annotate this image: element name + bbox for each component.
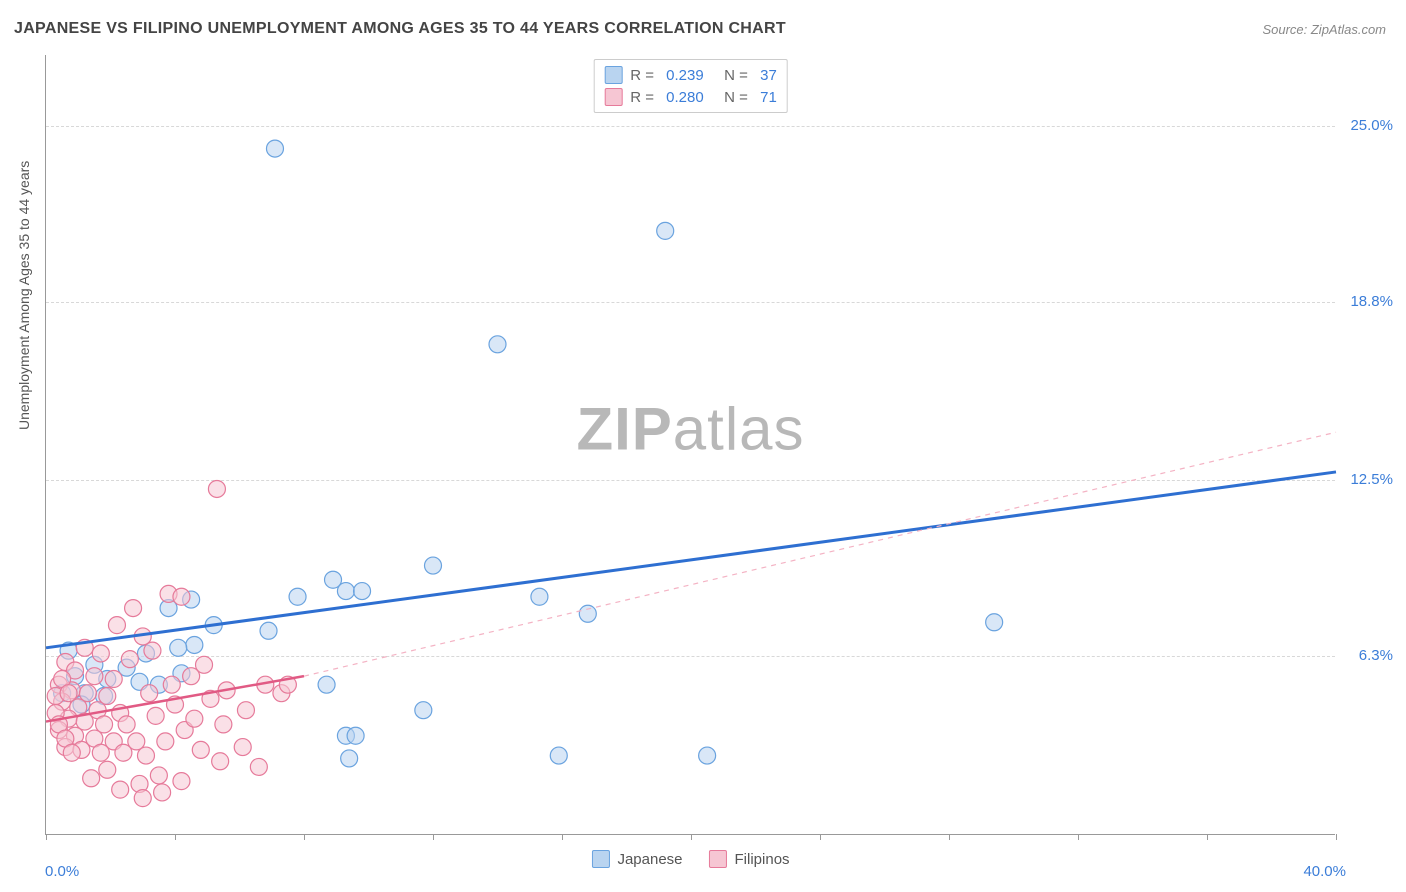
legend-row: R = 0.239 N = 37 (604, 64, 777, 86)
scatter-point-filipinos (92, 645, 109, 662)
scatter-point-filipinos (208, 480, 225, 497)
scatter-point-filipinos (192, 741, 209, 758)
scatter-point-filipinos (115, 744, 132, 761)
plot-area: ZIPatlas R = 0.239 N = 37R = 0.280 N = 7… (45, 55, 1335, 835)
scatter-point-japanese (289, 588, 306, 605)
x-tick (1336, 834, 1337, 840)
scatter-point-filipinos (163, 676, 180, 693)
legend-row: R = 0.280 N = 71 (604, 86, 777, 108)
scatter-point-filipinos (121, 651, 138, 668)
scatter-point-japanese (579, 605, 596, 622)
scatter-point-filipinos (125, 600, 142, 617)
scatter-point-japanese (550, 747, 567, 764)
scatter-point-filipinos (154, 784, 171, 801)
scatter-point-filipinos (108, 617, 125, 634)
legend-r-value: 0.280 (666, 89, 704, 106)
legend-n-label: N = (712, 89, 752, 106)
scatter-point-japanese (489, 336, 506, 353)
legend-swatch (709, 850, 727, 868)
scatter-point-filipinos (141, 685, 158, 702)
x-tick (304, 834, 305, 840)
scatter-point-japanese (986, 614, 1003, 631)
scatter-point-filipinos (150, 767, 167, 784)
legend-swatch (591, 850, 609, 868)
y-tick-label: 6.3% (1359, 647, 1393, 664)
legend-n-label: N = (712, 67, 752, 84)
y-tick-label: 25.0% (1350, 117, 1393, 134)
scatter-point-filipinos (92, 744, 109, 761)
legend-top: R = 0.239 N = 37R = 0.280 N = 71 (593, 59, 788, 113)
trendline-japanese (46, 472, 1336, 648)
scatter-point-japanese (425, 557, 442, 574)
scatter-point-japanese (699, 747, 716, 764)
scatter-point-japanese (170, 639, 187, 656)
x-tick (46, 834, 47, 840)
scatter-point-filipinos (173, 588, 190, 605)
chart-title: JAPANESE VS FILIPINO UNEMPLOYMENT AMONG … (14, 20, 786, 38)
legend-swatch (604, 66, 622, 84)
scatter-point-filipinos (86, 668, 103, 685)
scatter-point-japanese (354, 583, 371, 600)
scatter-point-filipinos (157, 733, 174, 750)
scatter-point-filipinos (186, 710, 203, 727)
legend-n-value: 37 (760, 67, 777, 84)
legend-n-value: 71 (760, 89, 777, 106)
x-tick (1207, 834, 1208, 840)
scatter-point-filipinos (105, 671, 122, 688)
x-axis-min-label: 0.0% (45, 863, 79, 880)
scatter-point-filipinos (60, 685, 77, 702)
scatter-point-filipinos (215, 716, 232, 733)
y-tick-label: 12.5% (1350, 471, 1393, 488)
legend-r-label: R = (630, 67, 658, 84)
scatter-point-japanese (266, 140, 283, 157)
scatter-point-filipinos (99, 761, 116, 778)
legend-item: Japanese (591, 850, 682, 868)
legend-series-label: Filipinos (735, 851, 790, 868)
legend-r-value: 0.239 (666, 67, 704, 84)
y-axis-label: Unemployment Among Ages 35 to 44 years (16, 161, 32, 430)
scatter-point-japanese (186, 636, 203, 653)
scatter-point-filipinos (83, 770, 100, 787)
x-tick (1078, 834, 1079, 840)
scatter-point-japanese (341, 750, 358, 767)
source-attribution: Source: ZipAtlas.com (1262, 22, 1386, 37)
scatter-point-filipinos (63, 744, 80, 761)
trendline-filipinos-dash (304, 432, 1336, 676)
scatter-point-filipinos (237, 702, 254, 719)
y-tick-label: 18.8% (1350, 293, 1393, 310)
scatter-point-filipinos (144, 642, 161, 659)
scatter-point-filipinos (134, 790, 151, 807)
scatter-point-japanese (318, 676, 335, 693)
scatter-point-filipinos (250, 758, 267, 775)
scatter-point-filipinos (173, 773, 190, 790)
legend-r-label: R = (630, 89, 658, 106)
scatter-point-filipinos (118, 716, 135, 733)
x-tick (820, 834, 821, 840)
chart-svg (46, 55, 1335, 834)
legend-item: Filipinos (709, 850, 790, 868)
scatter-point-japanese (415, 702, 432, 719)
x-tick (433, 834, 434, 840)
scatter-point-filipinos (234, 739, 251, 756)
legend-bottom: Japanese Filipinos (591, 850, 789, 868)
scatter-point-japanese (260, 622, 277, 639)
scatter-point-filipinos (212, 753, 229, 770)
scatter-point-filipinos (196, 656, 213, 673)
legend-series-label: Japanese (617, 851, 682, 868)
scatter-point-filipinos (137, 747, 154, 764)
scatter-point-japanese (337, 583, 354, 600)
scatter-point-filipinos (112, 781, 129, 798)
scatter-point-filipinos (147, 707, 164, 724)
x-tick (562, 834, 563, 840)
x-tick (691, 834, 692, 840)
x-tick (949, 834, 950, 840)
legend-swatch (604, 88, 622, 106)
x-tick (175, 834, 176, 840)
x-axis-max-label: 40.0% (1303, 863, 1346, 880)
scatter-point-japanese (657, 222, 674, 239)
scatter-point-japanese (347, 727, 364, 744)
scatter-point-japanese (531, 588, 548, 605)
